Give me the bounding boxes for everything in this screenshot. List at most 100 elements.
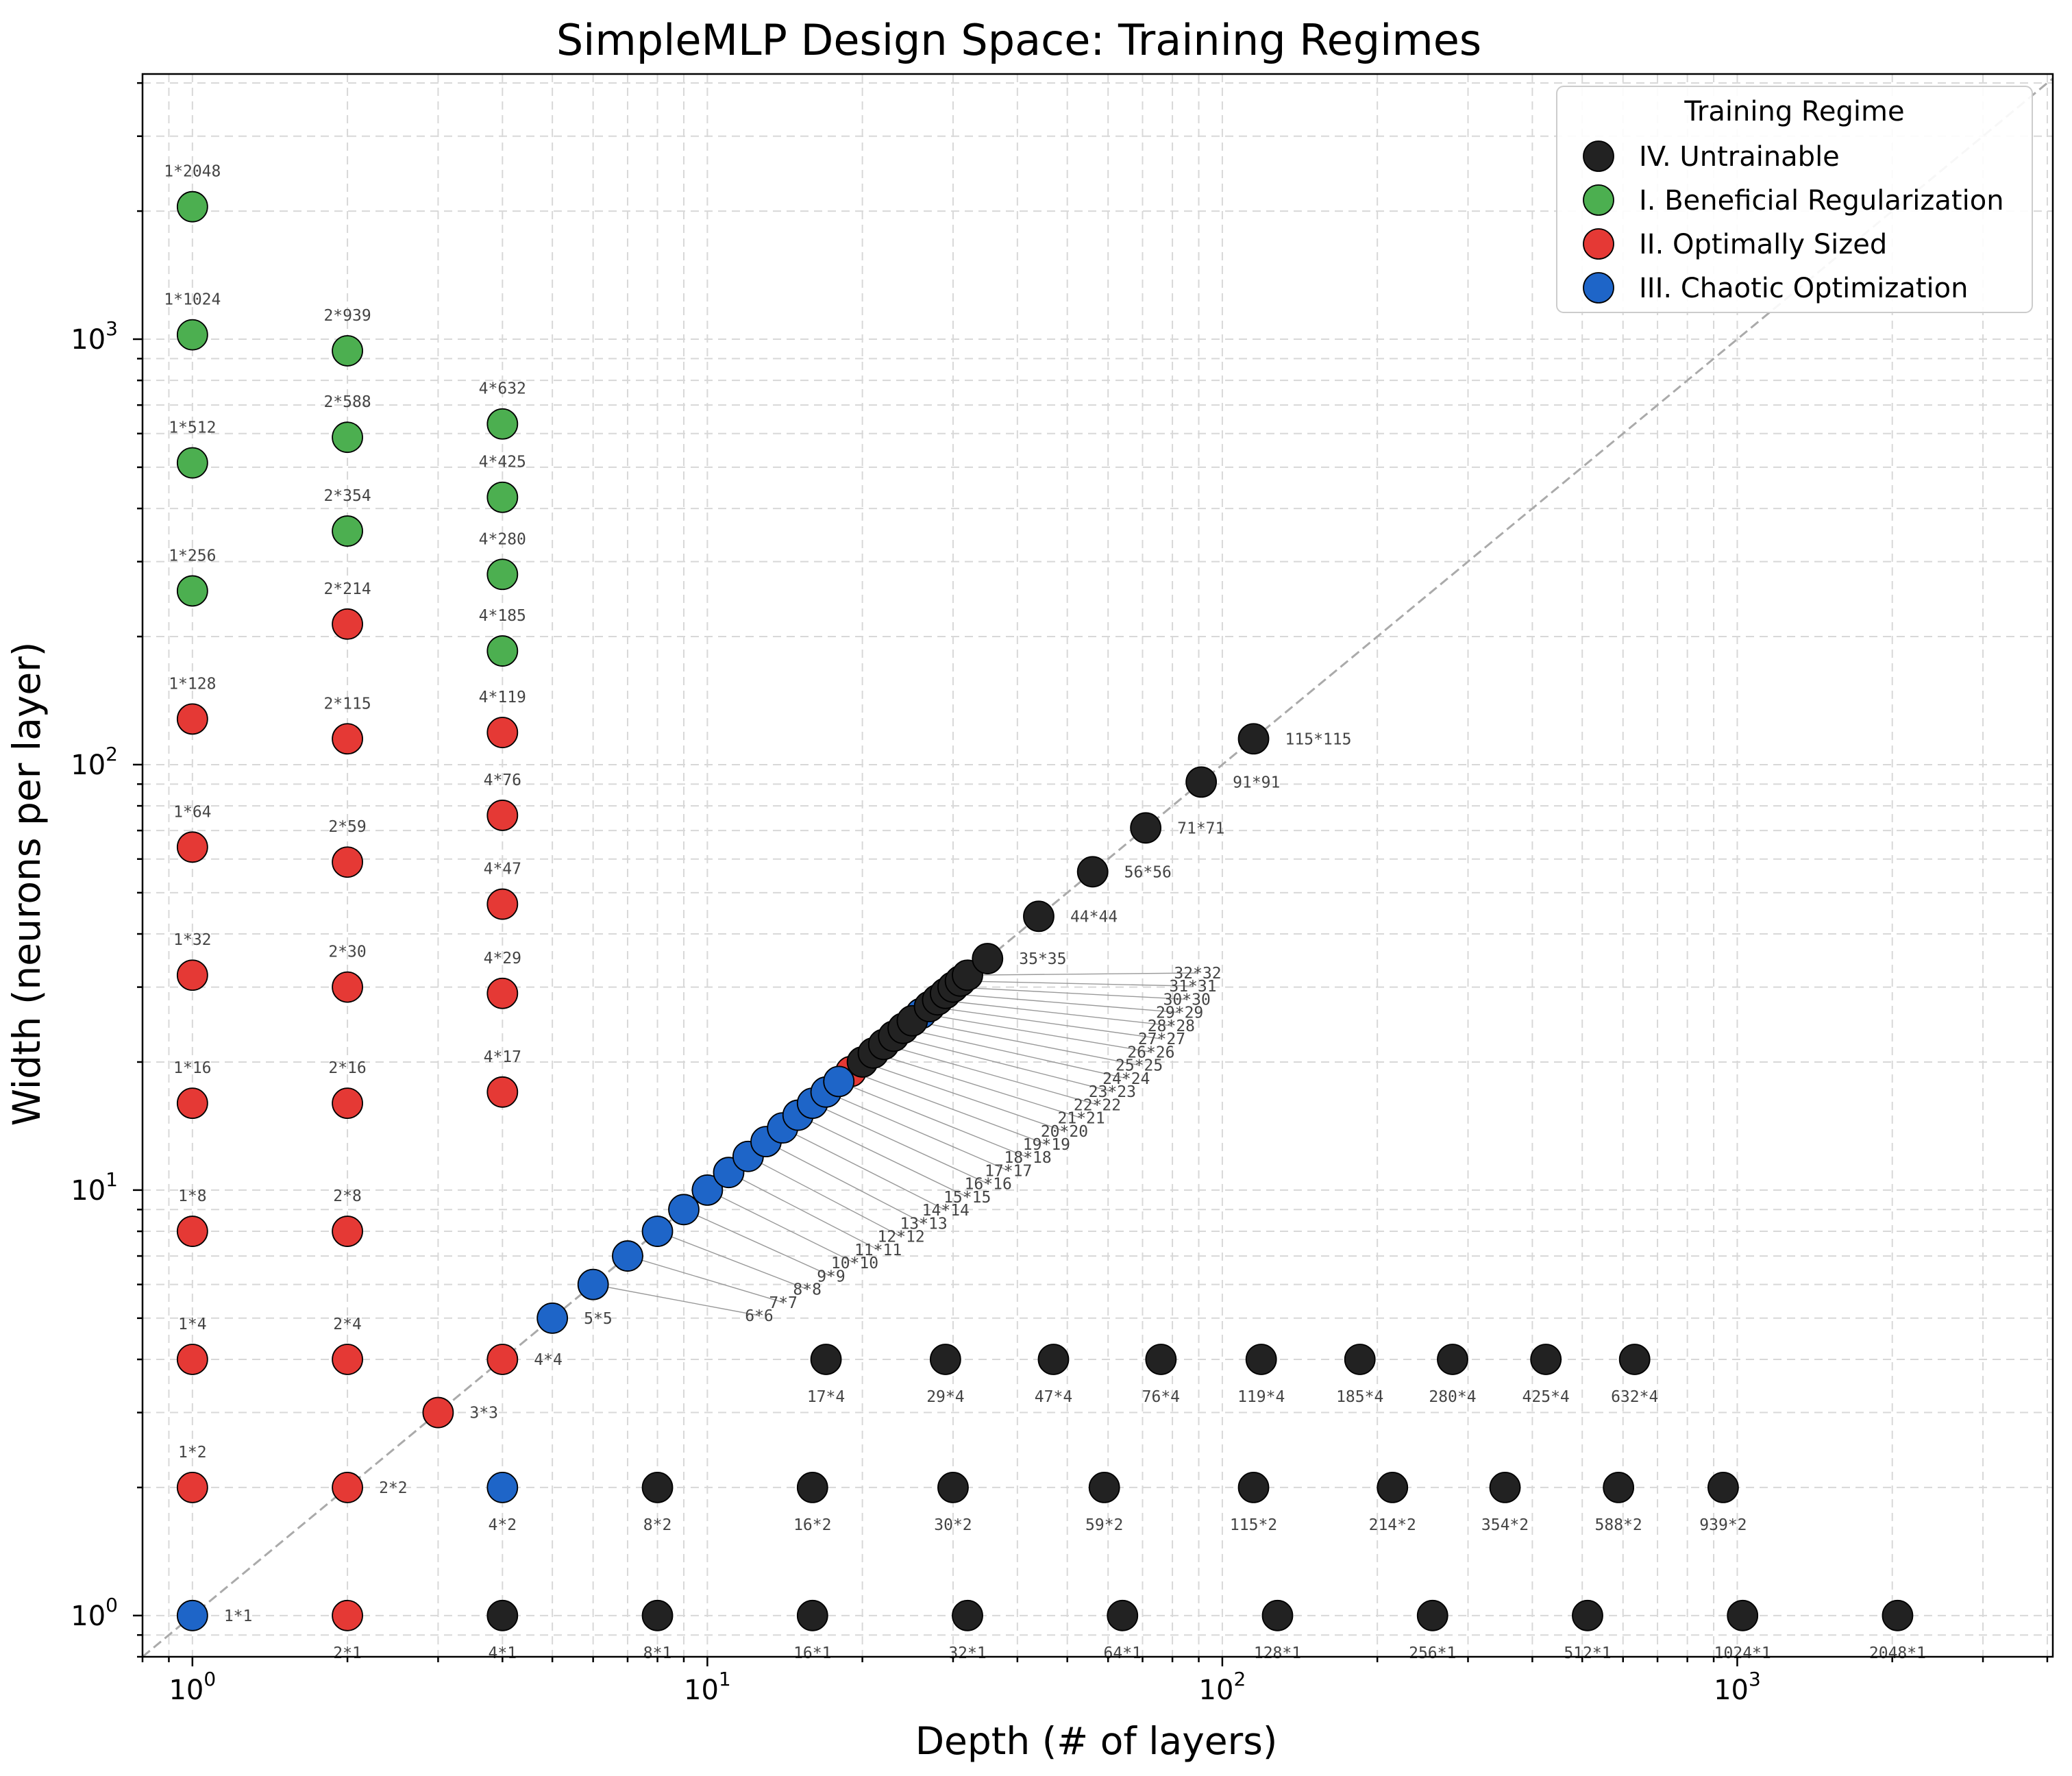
point-label: 64*1 bbox=[1104, 1644, 1142, 1662]
data-point-632*4 bbox=[1618, 1344, 1651, 1375]
data-point-9*9 bbox=[668, 1194, 700, 1226]
data-point-30*2 bbox=[937, 1472, 969, 1503]
y-tick-label: 100 bbox=[71, 1594, 118, 1632]
data-point-1*512 bbox=[176, 447, 208, 479]
data-point-1024*1 bbox=[1727, 1599, 1759, 1631]
point-label: 425*4 bbox=[1522, 1388, 1570, 1406]
legend-label: III. Chaotic Optimization bbox=[1639, 273, 1968, 304]
point-label: 9*9 bbox=[817, 1268, 846, 1285]
data-point-1*1024 bbox=[176, 319, 208, 351]
leader-line bbox=[893, 1035, 1113, 1092]
point-label: 1*16 bbox=[173, 1059, 211, 1077]
data-point-425*4 bbox=[1530, 1344, 1562, 1375]
data-point-6*6 bbox=[577, 1268, 609, 1300]
data-point-2*59 bbox=[332, 846, 363, 878]
leader-line bbox=[782, 1127, 946, 1211]
leader-line bbox=[728, 1172, 878, 1250]
point-label: 2*115 bbox=[323, 695, 371, 713]
point-label: 8*2 bbox=[643, 1516, 672, 1534]
data-point-939*2 bbox=[1707, 1472, 1739, 1503]
point-label: 2*4 bbox=[333, 1316, 362, 1333]
point-label: 4*47 bbox=[484, 861, 521, 878]
leader-line bbox=[883, 1044, 1098, 1105]
point-label: 1*2 bbox=[178, 1444, 207, 1462]
data-point-4*185 bbox=[486, 635, 519, 667]
point-label: 3*3 bbox=[469, 1405, 498, 1422]
data-point-4*425 bbox=[486, 481, 519, 513]
point-label: 1024*1 bbox=[1714, 1644, 1771, 1662]
point-label: 1*8 bbox=[178, 1187, 207, 1205]
leader-line bbox=[627, 1255, 784, 1303]
data-point-47*4 bbox=[1037, 1344, 1070, 1375]
data-point-4*280 bbox=[486, 558, 519, 591]
point-label: 6*6 bbox=[745, 1307, 774, 1325]
leader-line bbox=[873, 1052, 1082, 1119]
point-label: 35*35 bbox=[1019, 950, 1066, 968]
leader-line bbox=[826, 1092, 1009, 1172]
leader-line bbox=[902, 1028, 1126, 1079]
x-tick-label: 101 bbox=[684, 1668, 731, 1706]
point-label: 31*31 bbox=[1169, 978, 1216, 996]
point-label: 2*939 bbox=[323, 307, 371, 325]
data-point-18*18 bbox=[823, 1065, 855, 1098]
point-label: 2048*1 bbox=[1869, 1644, 1926, 1662]
data-point-4*29 bbox=[486, 977, 519, 1009]
data-point-56*56 bbox=[1076, 856, 1109, 888]
data-point-1*8 bbox=[176, 1216, 208, 1247]
leader-line bbox=[937, 999, 1172, 1026]
legend-marker-III bbox=[1583, 272, 1614, 304]
data-point-10*10 bbox=[691, 1174, 724, 1206]
point-label: 17*17 bbox=[985, 1162, 1032, 1180]
point-label: 4*119 bbox=[479, 689, 526, 706]
point-label: 32*32 bbox=[1174, 965, 1221, 983]
data-point-7*7 bbox=[612, 1240, 643, 1272]
point-label: 2*354 bbox=[323, 487, 371, 505]
point-label: 1*512 bbox=[169, 419, 216, 437]
legend-label: II. Optimally Sized bbox=[1639, 229, 1887, 260]
point-label: 21*21 bbox=[1058, 1110, 1105, 1128]
data-point-4*632 bbox=[486, 408, 519, 440]
x-tick-label: 103 bbox=[1714, 1668, 1761, 1706]
point-label: 4*2 bbox=[489, 1516, 517, 1534]
leader-line bbox=[657, 1231, 808, 1290]
point-label: 1*64 bbox=[173, 803, 211, 821]
leader-line bbox=[707, 1189, 855, 1263]
point-label: 91*91 bbox=[1233, 774, 1280, 791]
data-point-2048*1 bbox=[1882, 1599, 1914, 1631]
data-point-4*2 bbox=[486, 1472, 519, 1503]
point-label: 4*280 bbox=[479, 530, 526, 548]
y-tick-label: 101 bbox=[71, 1168, 118, 1207]
point-label: 4*185 bbox=[479, 607, 526, 625]
point-label: 280*4 bbox=[1429, 1388, 1476, 1406]
point-label: 588*2 bbox=[1595, 1516, 1642, 1534]
x-tick-label: 102 bbox=[1199, 1668, 1246, 1706]
point-label: 28*28 bbox=[1148, 1018, 1195, 1035]
point-label: 2*16 bbox=[328, 1059, 366, 1077]
data-point-3*3 bbox=[422, 1396, 454, 1429]
data-point-512*1 bbox=[1572, 1599, 1603, 1631]
point-label: 1*2048 bbox=[164, 163, 221, 181]
point-label: 15*15 bbox=[944, 1189, 991, 1207]
point-label: 354*2 bbox=[1481, 1516, 1529, 1534]
data-point-64*1 bbox=[1107, 1599, 1139, 1631]
legend-marker-II bbox=[1583, 228, 1614, 260]
point-label: 76*4 bbox=[1142, 1388, 1180, 1406]
data-point-128*1 bbox=[1261, 1599, 1294, 1631]
point-label: 2*30 bbox=[328, 944, 366, 961]
point-label: 7*7 bbox=[769, 1294, 798, 1312]
data-point-91*91 bbox=[1185, 766, 1218, 798]
data-point-2*16 bbox=[332, 1087, 363, 1120]
point-label: 30*2 bbox=[934, 1516, 972, 1534]
point-label: 56*56 bbox=[1124, 863, 1172, 881]
point-label: 1*256 bbox=[169, 547, 216, 565]
data-point-2*588 bbox=[332, 421, 363, 454]
data-point-256*1 bbox=[1416, 1599, 1448, 1631]
leader-lines bbox=[593, 972, 1198, 1316]
leader-line bbox=[683, 1209, 832, 1276]
plot-frame bbox=[141, 73, 2054, 1658]
leader-line bbox=[960, 981, 1193, 987]
data-points bbox=[176, 190, 1914, 1631]
leader-line bbox=[967, 972, 1198, 976]
point-label: 17*4 bbox=[807, 1388, 845, 1406]
